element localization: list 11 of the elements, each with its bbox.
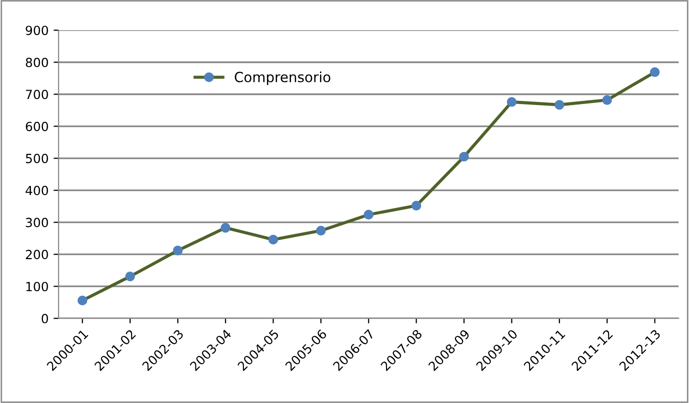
y-tick-label: 700 [26, 90, 48, 100]
y-tick-label: 400 [26, 186, 48, 196]
y-tick-label: 800 [26, 58, 48, 68]
y-tick-label: 900 [26, 26, 48, 36]
y-tick-label: 100 [26, 282, 48, 292]
y-tick-label: 200 [26, 250, 48, 260]
legend-label: Comprensorio [234, 72, 330, 85]
y-tick-label: 0 [42, 314, 48, 324]
y-tick-label: 500 [26, 154, 48, 164]
y-tick-label: 600 [26, 122, 48, 132]
y-tick-label: 300 [26, 218, 48, 228]
